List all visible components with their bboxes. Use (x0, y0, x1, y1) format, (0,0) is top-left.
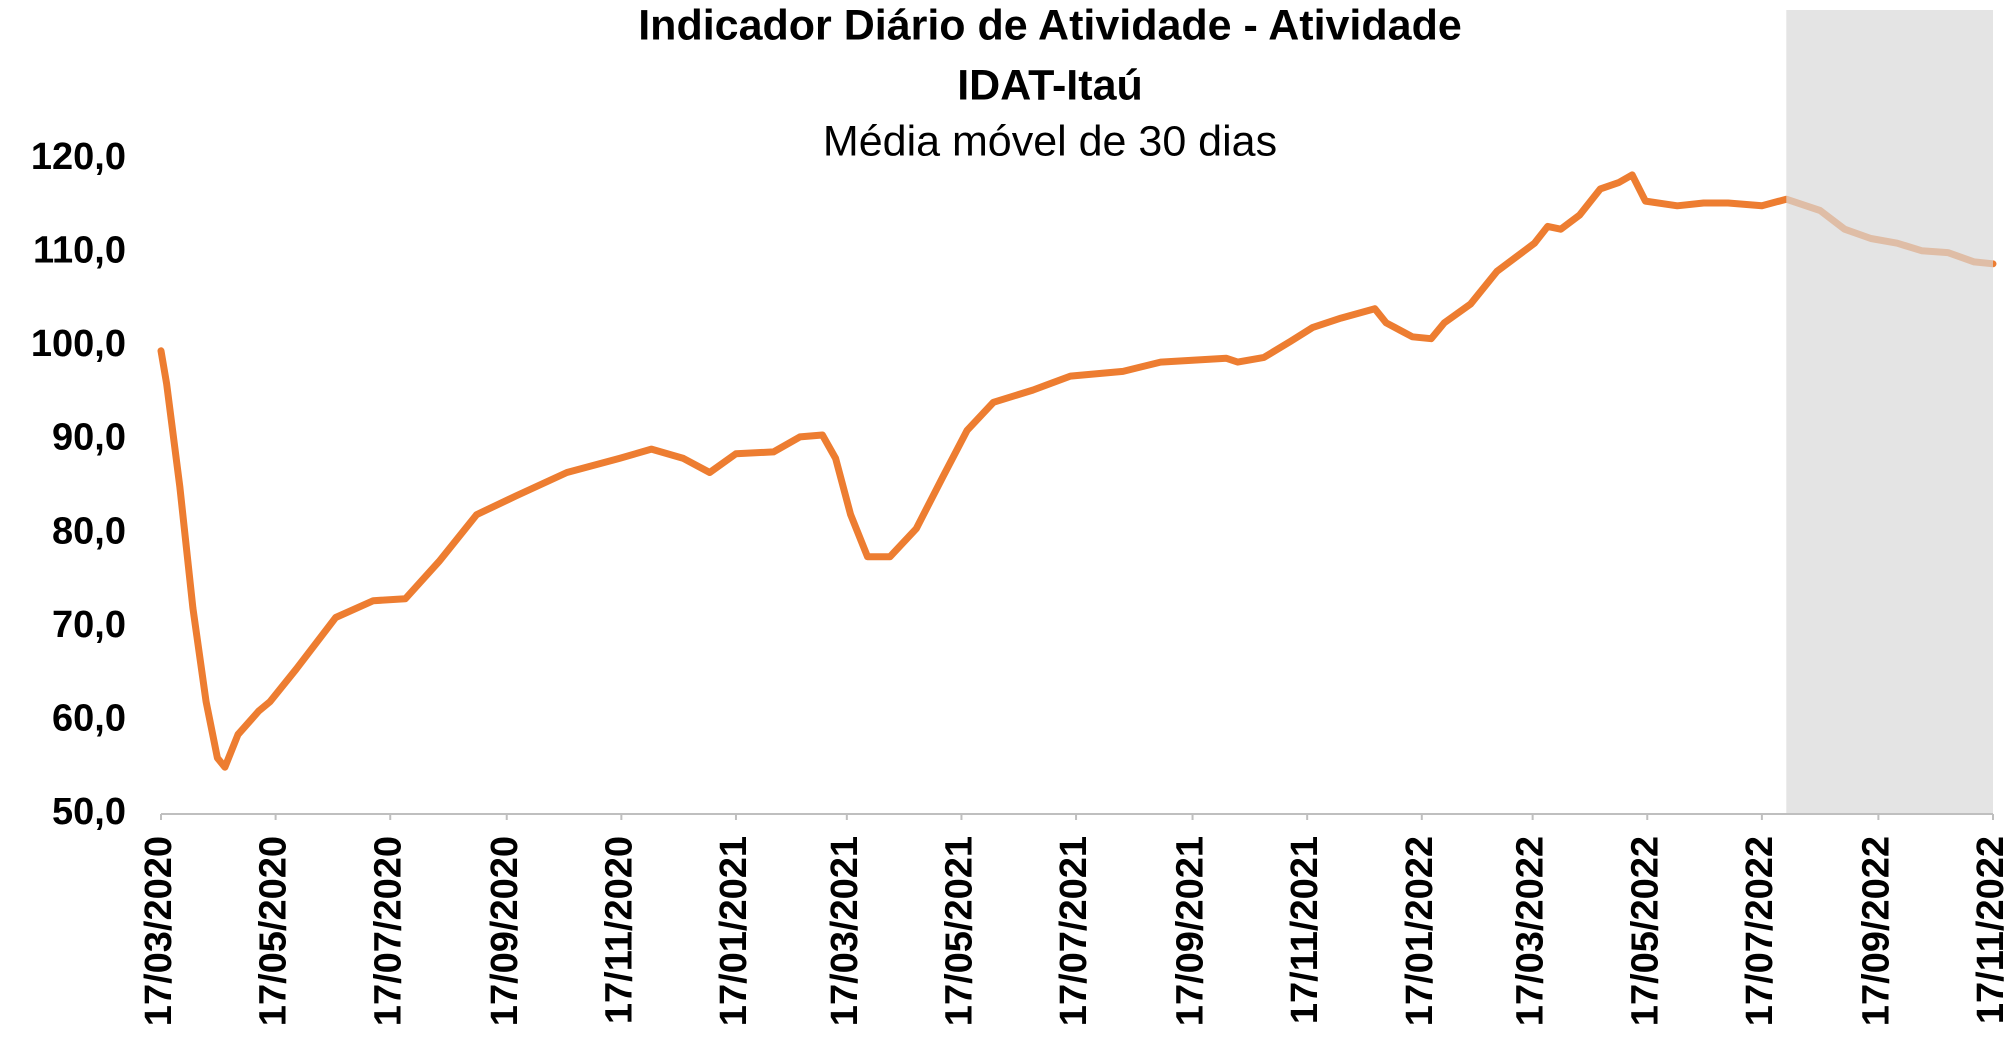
x-tick-label: 17/11/2021 (1284, 836, 1326, 1024)
x-tick-label: 17/09/2020 (484, 836, 526, 1026)
x-tick-label: 17/09/2022 (1855, 836, 1897, 1026)
y-tick-label: 70,0 (52, 604, 126, 646)
y-tick-label: 80,0 (52, 510, 126, 552)
x-tick-label: 17/05/2020 (253, 836, 295, 1026)
y-tick-label: 120,0 (31, 136, 126, 178)
x-tick-label: 17/03/2020 (138, 836, 180, 1026)
x-tick-label: 17/05/2022 (1624, 836, 1666, 1026)
x-tick-label: 17/05/2021 (938, 836, 980, 1026)
chart-title: IDAT-Itaú (957, 61, 1143, 109)
y-tick-label: 90,0 (52, 417, 126, 459)
y-tick-label: 100,0 (31, 323, 126, 365)
y-tick-label: 110,0 (33, 230, 126, 272)
chart-title: Indicador Diário de Atividade - Atividad… (638, 1, 1462, 49)
x-tick-label: 17/07/2021 (1053, 836, 1095, 1026)
x-tick-label: 17/01/2022 (1399, 836, 1441, 1026)
x-tick-label: 17/11/2022 (1970, 836, 2012, 1024)
chart-subtitle: Média móvel de 30 dias (823, 117, 1277, 165)
x-tick-label: 17/07/2020 (367, 836, 409, 1026)
shaded-region (1786, 10, 1993, 814)
x-tick-label: 17/07/2022 (1739, 836, 1781, 1026)
x-tick-label: 17/01/2021 (713, 836, 755, 1026)
x-tick-label: 17/11/2020 (598, 836, 640, 1024)
y-tick-label: 60,0 (52, 697, 126, 739)
x-tick-label: 17/03/2021 (824, 836, 866, 1026)
x-tick-label: 17/09/2021 (1170, 836, 1212, 1026)
data-line (157, 171, 1997, 771)
x-tick-label: 17/03/2022 (1510, 836, 1552, 1026)
y-tick-label: 50,0 (52, 791, 126, 833)
